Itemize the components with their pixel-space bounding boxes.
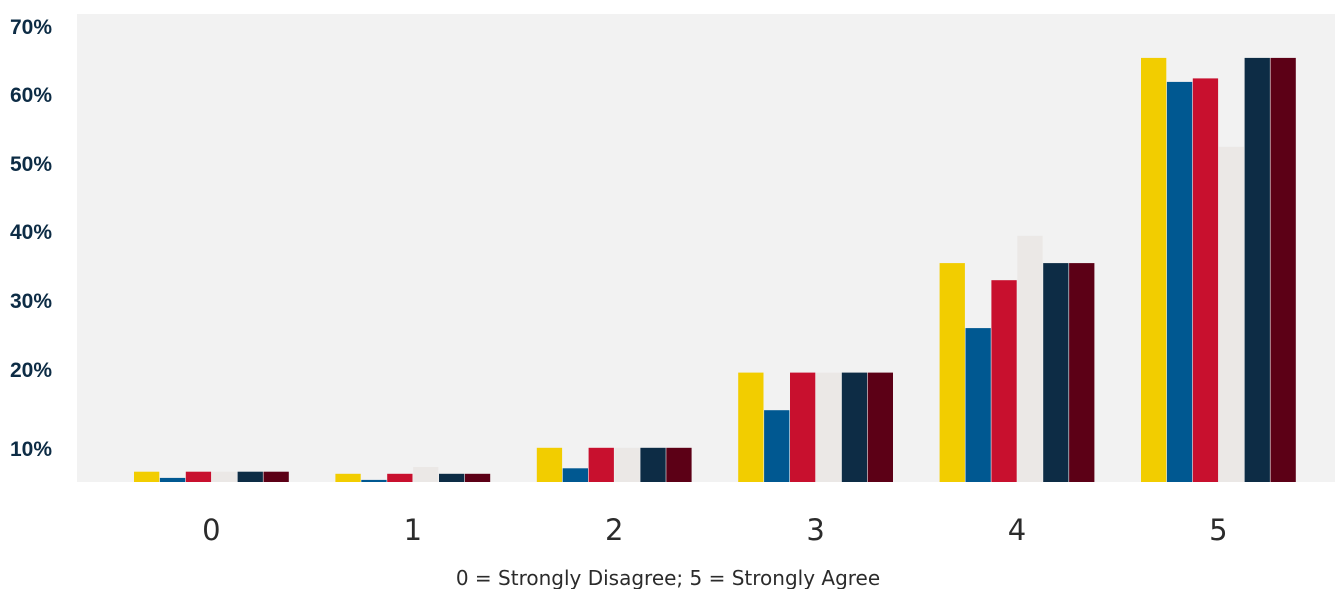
x-axis-label: 0 = Strongly Disagree; 5 = Strongly Agre… (456, 566, 880, 589)
y-tick-label: 20% (10, 359, 52, 382)
y-tick-label: 30% (10, 290, 52, 313)
bar-cat-1-series-6 (464, 473, 491, 482)
bars (134, 57, 1296, 483)
bar-cat-0-series-2 (159, 477, 186, 482)
bar-cat-0-series-5 (237, 471, 263, 482)
bar-cat-3-series-5 (841, 372, 868, 482)
bar-cat-1-series-2 (361, 479, 387, 482)
bar-cat-0-series-1 (134, 471, 160, 482)
bar-cat-5-series-3 (1192, 78, 1219, 483)
bar-cat-1-series-5 (439, 473, 465, 482)
bar-cat-2-series-5 (640, 447, 666, 482)
y-tick-label: 10% (10, 438, 52, 461)
bar-cat-3-series-1 (738, 372, 764, 482)
bar-cat-0-series-3 (185, 471, 212, 482)
y-tick-label: 50% (10, 153, 52, 176)
x-tick-label: 2 (605, 513, 623, 547)
x-tick-label: 1 (404, 513, 422, 547)
bar-cat-2-series-1 (536, 447, 563, 482)
bar-cat-3-series-4 (815, 372, 842, 482)
y-tick-label: 40% (10, 221, 52, 244)
bar-cat-5-series-1 (1141, 57, 1167, 483)
bar-cat-4-series-3 (991, 280, 1017, 482)
bar-cat-5-series-2 (1166, 81, 1193, 483)
bar-cat-4-series-1 (939, 263, 965, 482)
bar-cat-0-series-4 (211, 471, 237, 482)
y-tick-label: 60% (10, 84, 52, 107)
bar-cat-0-series-6 (263, 471, 289, 482)
plot-background (77, 14, 1335, 482)
bar-cat-2-series-6 (666, 447, 692, 482)
bar-cat-5-series-5 (1244, 57, 1270, 483)
bar-cat-1-series-4 (413, 467, 439, 482)
bar-cat-1-series-3 (387, 473, 413, 482)
bar-cat-3-series-6 (867, 372, 893, 482)
bar-cat-2-series-3 (588, 447, 614, 482)
bar-cat-5-series-6 (1270, 57, 1296, 483)
bar-cat-4-series-4 (1017, 235, 1043, 482)
bar-cat-4-series-6 (1069, 263, 1095, 482)
x-tick-label: 0 (202, 513, 220, 547)
y-tick-label: 70% (10, 16, 52, 39)
bar-cat-2-series-4 (614, 447, 640, 482)
x-axis-ticks: 0 1 2 3 4 5 (202, 513, 1227, 547)
bar-cat-2-series-2 (562, 468, 588, 482)
y-axis-ticks: 10% 20% 30% 40% 50% 60% 70% (10, 16, 52, 461)
x-tick-label: 4 (1008, 513, 1026, 547)
bar-cat-4-series-2 (965, 328, 991, 482)
bar-cat-1-series-1 (335, 473, 361, 482)
bar-cat-5-series-4 (1218, 146, 1244, 483)
x-tick-label: 5 (1209, 513, 1227, 547)
bar-cat-4-series-5 (1043, 263, 1069, 482)
bar-cat-3-series-3 (790, 372, 816, 482)
bar-cat-3-series-2 (764, 410, 790, 482)
x-tick-label: 3 (806, 513, 824, 547)
